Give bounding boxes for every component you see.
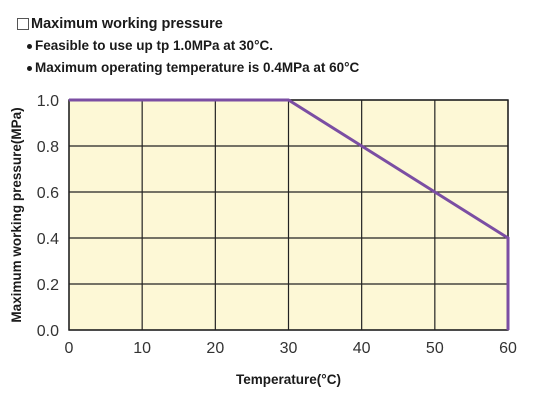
x-tick-label: 10 [133,340,151,357]
y-tick-label: 0.2 [37,277,59,294]
series-group [68,98,510,331]
y-tick-label: 1.0 [37,93,59,110]
bullet-icon [27,43,32,49]
series-line [69,98,510,330]
x-tick-labels: 0 10 20 30 40 50 60 [65,340,517,357]
chart-title-row: Maximum working pressure [17,13,359,35]
note-text: Maximum operating temperature is 0.4MPa … [35,60,360,75]
series-point [361,145,363,147]
series-point [507,237,509,239]
x-tick-label: 60 [499,340,517,357]
x-tick-label: 20 [206,340,224,357]
y-tick-label: 0.0 [37,323,59,340]
note-item: Feasible to use up tp 1.0MPa at 30°C. [17,35,359,57]
x-tick-label: 50 [426,340,444,357]
series-point [288,99,289,101]
y-tick-label: 0.4 [37,231,59,248]
series-point [507,329,509,331]
bullet-icon [27,65,32,71]
square-icon [17,18,29,30]
series-point [434,191,436,193]
x-tick-label: 0 [65,340,74,357]
y-tick-label: 0.6 [37,185,59,202]
note-text: Feasible to use up tp 1.0MPa at 30°C. [35,38,273,53]
chart-header: Maximum working pressure Feasible to use… [17,13,359,79]
y-tick-label: 0.8 [37,139,59,156]
x-axis-label: Temperature(°C) [236,372,341,387]
x-tick-label: 40 [353,340,371,357]
grid-lines [68,99,509,331]
chart-title: Maximum working pressure [31,16,223,32]
note-item: Maximum operating temperature is 0.4MPa … [17,57,359,79]
y-tick-labels: 0.0 0.2 0.4 0.6 0.8 1.0 [37,93,59,340]
series-point [68,99,70,101]
y-axis-label: Maximum working pressure(MPa) [9,107,24,322]
x-tick-label: 30 [280,340,298,357]
